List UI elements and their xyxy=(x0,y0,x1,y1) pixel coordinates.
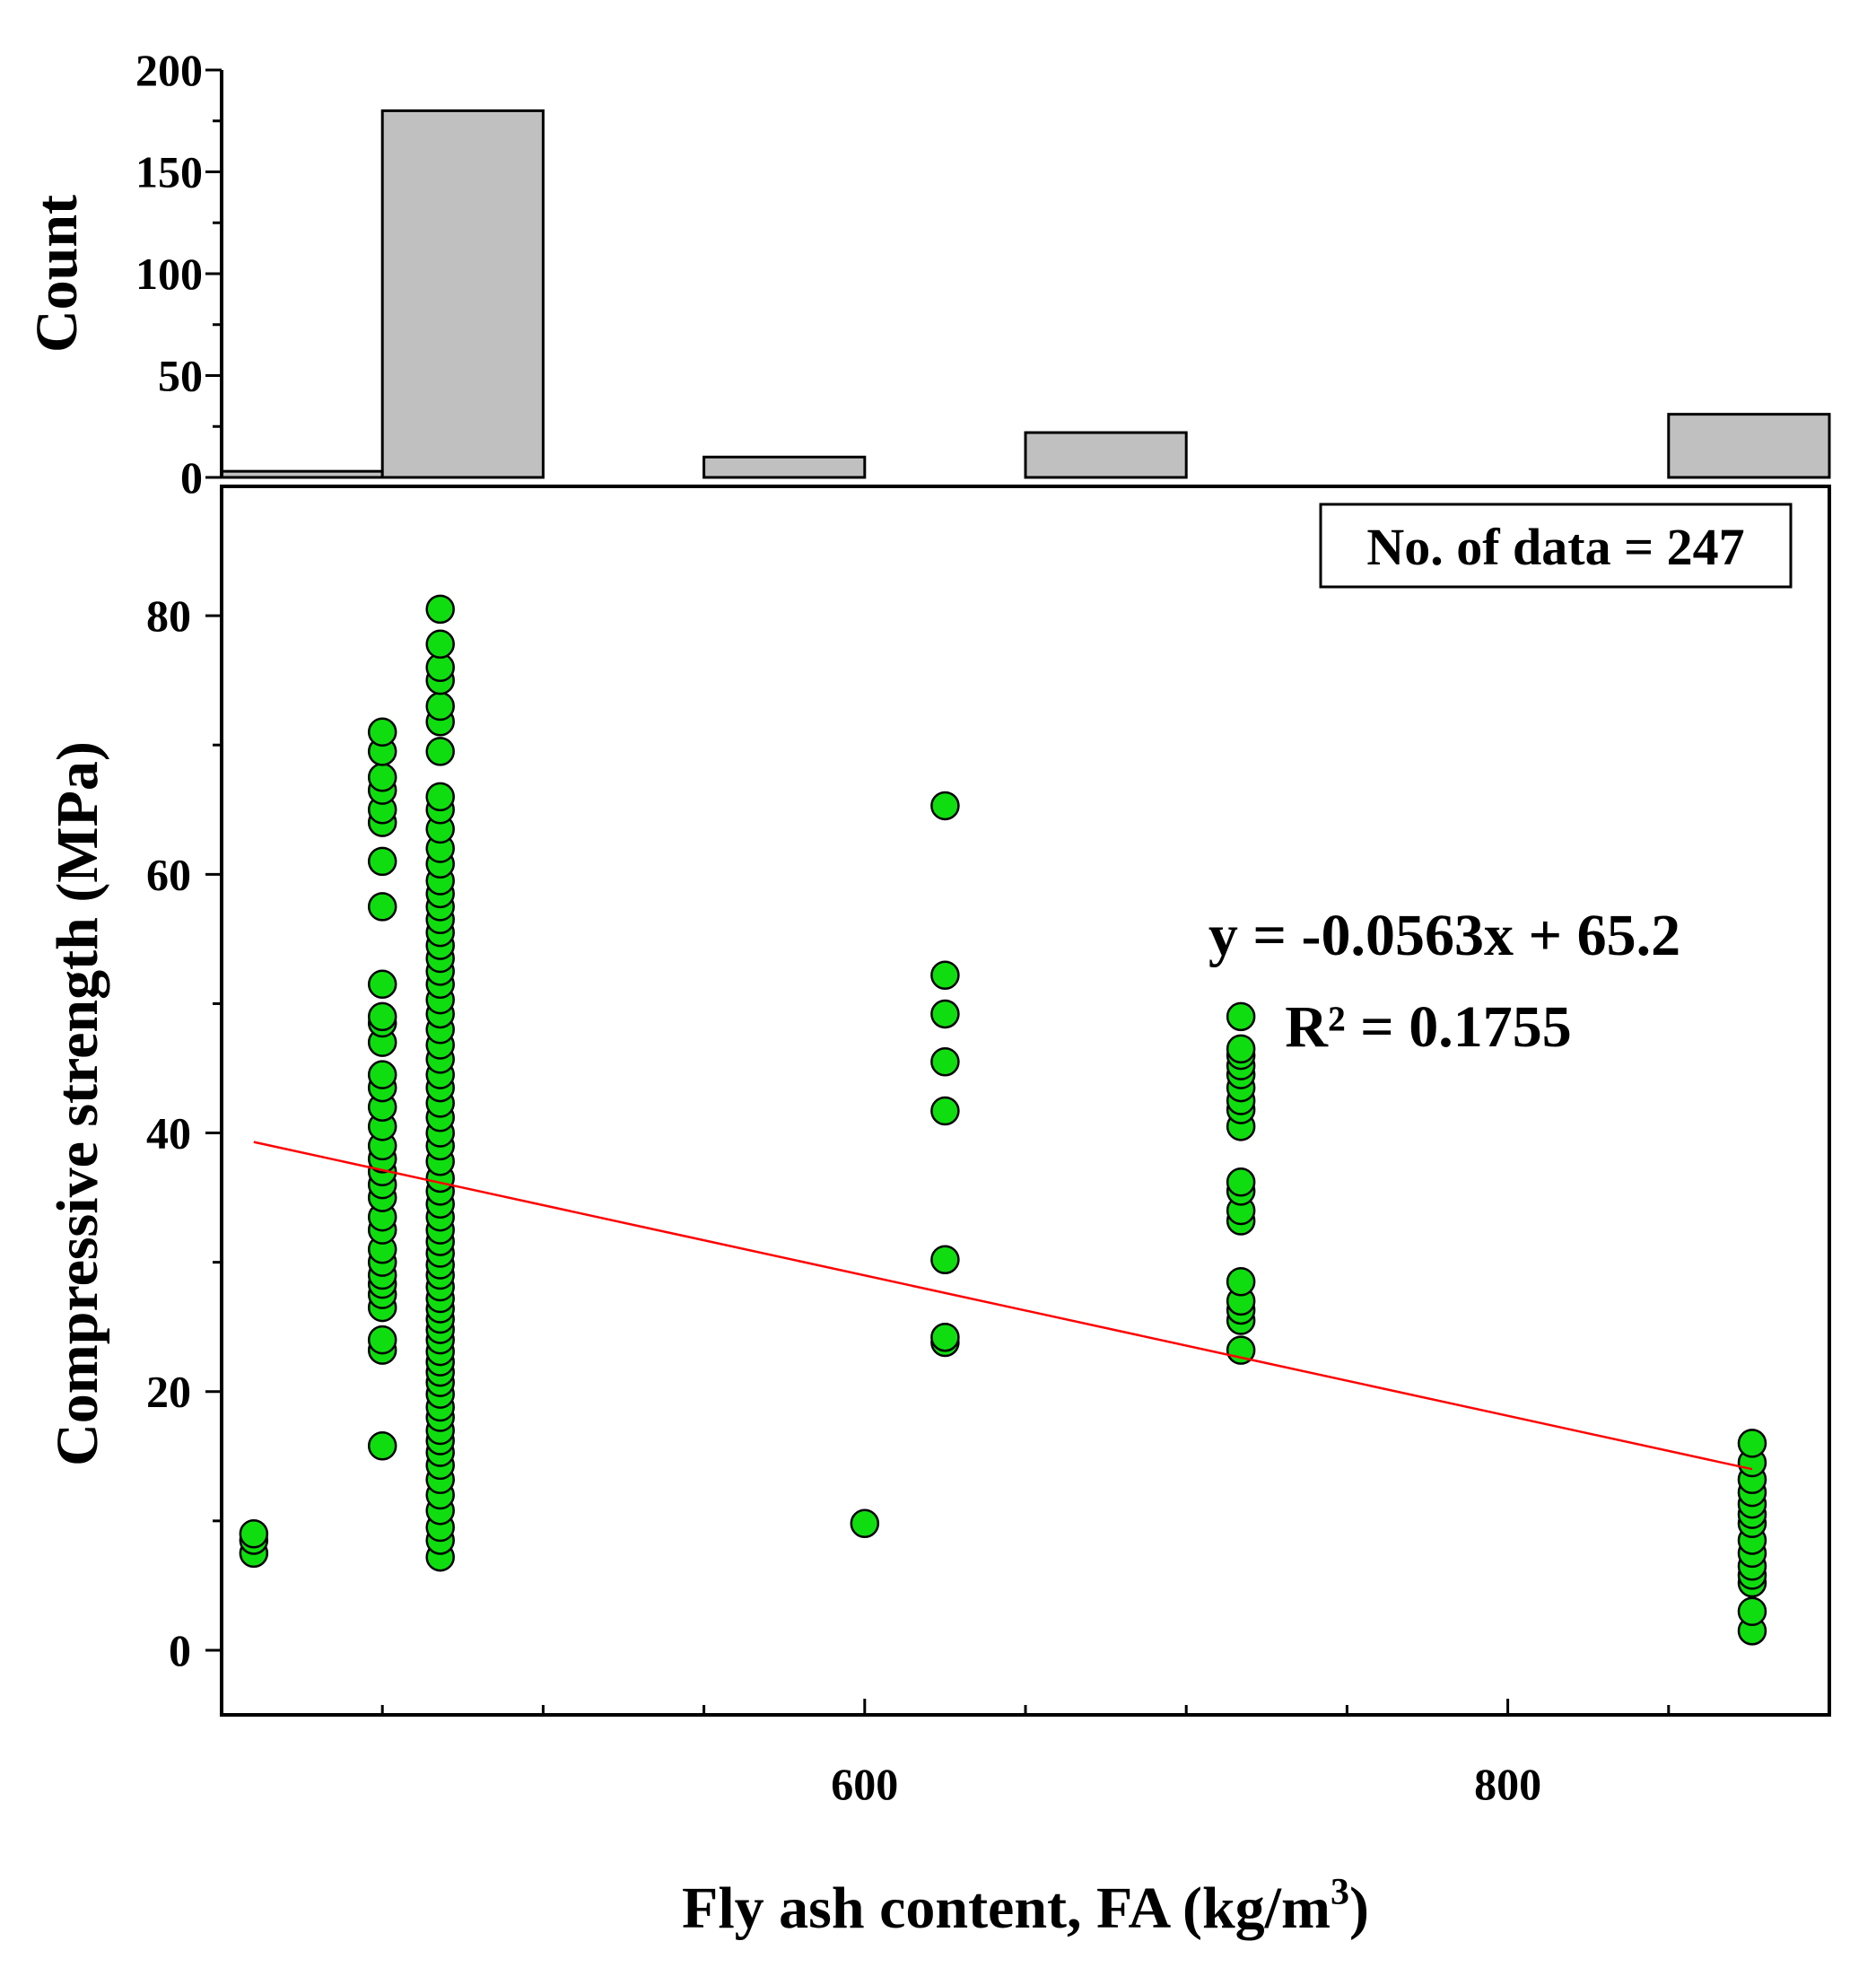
scatter-point xyxy=(1226,1034,1256,1064)
scatter-point xyxy=(425,594,455,625)
scatter-point xyxy=(930,1245,960,1274)
scatter-point xyxy=(930,1096,960,1126)
scatter-points xyxy=(239,594,1767,1646)
y-axis-ticks: 0 20 40 60 80 xyxy=(146,590,222,1675)
scatter-point xyxy=(1737,1429,1767,1458)
histogram-y-tick-label: 50 xyxy=(158,351,203,401)
histogram-y-tick-label: 150 xyxy=(135,147,203,197)
y-tick-label: 80 xyxy=(146,590,191,641)
x-axis-ticks: 600 800 xyxy=(380,1699,1671,1809)
scatter-point xyxy=(1226,1167,1256,1197)
plot-frame xyxy=(220,485,1831,1717)
data-count-label: No. of data = 247 xyxy=(1366,518,1744,576)
x-axis-title-main: Fly ash content, FA (kg/m xyxy=(682,1875,1331,1941)
x-tick-label: 600 xyxy=(831,1759,898,1809)
scatter-point xyxy=(425,782,455,812)
histogram-y-tick-label: 0 xyxy=(180,452,203,503)
scatter-point xyxy=(367,846,397,877)
histogram-panel: 0 50 100 150 200 Count xyxy=(24,45,1831,503)
histogram-bar-1 xyxy=(380,109,545,479)
regression-equation: y = -0.0563x + 65.2 xyxy=(1208,903,1680,968)
x-axis-title-end: ) xyxy=(1349,1875,1369,1941)
x-axis-title-superscript: 3 xyxy=(1331,1872,1349,1913)
histogram-y-ticks: 0 50 100 150 200 xyxy=(135,45,222,503)
data-count-box: No. of data = 247 xyxy=(1319,503,1793,589)
scatter-point xyxy=(367,1060,397,1089)
y-tick-label: 20 xyxy=(146,1367,191,1417)
scatter-point xyxy=(930,960,960,990)
y-tick-label: 60 xyxy=(146,849,191,899)
scatter-point xyxy=(367,762,397,792)
scatter-point xyxy=(930,1047,960,1077)
r-squared-label: R² = 0.1755 xyxy=(1285,994,1572,1060)
y-tick-label: 40 xyxy=(146,1108,191,1158)
histogram-bar-3 xyxy=(702,455,867,479)
histogram-y-tick-label: 100 xyxy=(135,249,203,299)
scatter-point xyxy=(930,1322,960,1352)
scatter-point xyxy=(367,1001,397,1032)
scatter-point xyxy=(1226,1266,1256,1297)
x-axis-title: Fly ash content, FA (kg/m3) xyxy=(682,1872,1369,1941)
fit-line xyxy=(253,1141,1753,1471)
y-tick-label: 0 xyxy=(169,1625,191,1675)
scatter-point xyxy=(930,999,960,1029)
histogram-bar-5 xyxy=(1024,431,1188,479)
histogram-bar-0 xyxy=(220,469,384,479)
scatter-point xyxy=(1226,1001,1256,1032)
histogram-y-tick-label: 200 xyxy=(135,45,203,95)
scatter-point xyxy=(930,791,960,821)
histogram-bar-9 xyxy=(1667,413,1831,479)
scatter-point xyxy=(367,892,397,922)
data-count-box-frame xyxy=(1319,503,1793,589)
scatter-point xyxy=(367,969,397,1000)
scatter-point xyxy=(1737,1596,1767,1626)
scatter-point xyxy=(367,717,397,748)
scatter-point xyxy=(367,1325,397,1355)
scatter-point xyxy=(850,1508,880,1538)
y-axis-title: Compressive strength (MPa) xyxy=(45,741,110,1466)
histogram-y-axis-title: Count xyxy=(24,195,90,353)
scatter-panel: 0 20 40 60 80 600 800 No. of data = 247 y = -… xyxy=(45,485,1831,1941)
scatter-point xyxy=(425,629,455,660)
x-tick-label: 800 xyxy=(1474,1759,1541,1809)
scatter-point xyxy=(239,1519,269,1549)
scatter-point xyxy=(425,737,455,766)
scatter-point xyxy=(367,1431,397,1461)
scatter-point xyxy=(425,691,455,721)
histogram-bars xyxy=(220,109,1831,479)
